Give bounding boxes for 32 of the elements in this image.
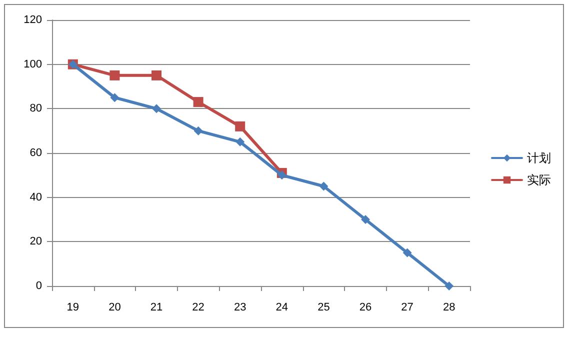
point [361,215,370,224]
y-tick-label: 0 [36,280,42,292]
point [235,121,246,132]
legend-label: 计划 [527,151,551,165]
point [277,170,286,180]
x-tick-label: 19 [66,302,80,314]
point [152,70,162,80]
legend-label: 实际 [527,173,551,187]
x-tick-label: 23 [234,302,246,314]
y-tick-label: 80 [30,102,42,115]
x-tick-label: 20 [108,302,121,314]
point [193,97,204,108]
y-tick-label: 20 [30,236,42,248]
point [319,182,328,191]
point [236,137,245,146]
y-tick-label: 120 [24,14,42,26]
y-tick-label: 40 [30,191,42,204]
point [152,104,161,114]
x-tick-label: 22 [192,302,204,314]
point [402,248,412,258]
point [444,282,454,290]
x-tick-label: 28 [442,302,456,314]
point [110,70,120,80]
point [110,93,120,102]
x-tick-label: 27 [401,302,414,314]
point [194,126,203,136]
x-tick-label: 24 [276,302,288,314]
x-tick-label: 21 [150,302,163,314]
y-tick-label: 100 [24,58,42,70]
x-tick-label: 26 [359,302,372,314]
y-tick-label: 60 [30,147,42,159]
x-tick-label: 25 [318,302,330,314]
